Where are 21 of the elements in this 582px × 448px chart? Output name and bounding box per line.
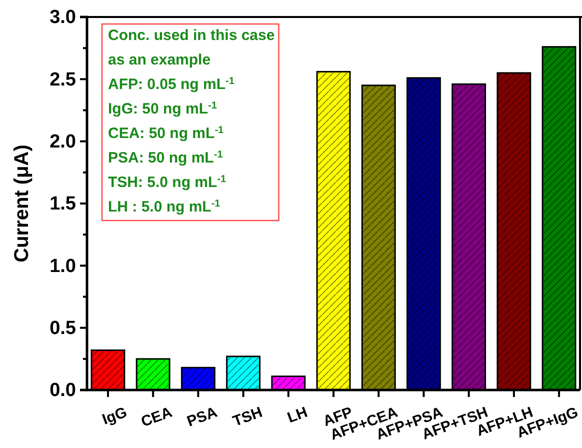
- annotation: PSA: 50 ng mL$^{-1}$: [108, 149, 224, 166]
- y-tick-label: 1.5: [50, 194, 76, 215]
- y-tick-label: 2.5: [50, 69, 76, 90]
- y-tick-label: 0.5: [50, 318, 76, 339]
- x-tick-label: LH: [285, 404, 310, 427]
- y-tick-label: 0.0: [50, 380, 76, 402]
- annotation: CEA: 50 ng mL$^{-1}$: [108, 124, 224, 142]
- x-tick-label: CEA: [138, 404, 175, 431]
- y-tick-label: 2.0: [50, 131, 76, 152]
- annotation: AFP: 0.05 ng mL$^{-1}$: [108, 76, 235, 93]
- y-axis-title: Current (μA): [11, 144, 33, 262]
- annotation: Conc. used in this case: [108, 27, 275, 44]
- annotation: as an example: [108, 52, 211, 68]
- annotation: TSH: 5.0 ng mL$^{-1}$: [108, 174, 227, 191]
- x-tick-label: PSA: [184, 404, 220, 430]
- y-tick-label: 3.0: [50, 7, 76, 28]
- annotation: LH : 5.0 ng mL$^{-1}$: [108, 198, 221, 216]
- y-tick-label: 1.0: [50, 256, 76, 277]
- x-tick-label: TSH: [230, 404, 265, 430]
- x-tick-label: IgG: [100, 404, 130, 428]
- annotation: IgG: 50 ng mL$^{-1}$: [108, 100, 218, 118]
